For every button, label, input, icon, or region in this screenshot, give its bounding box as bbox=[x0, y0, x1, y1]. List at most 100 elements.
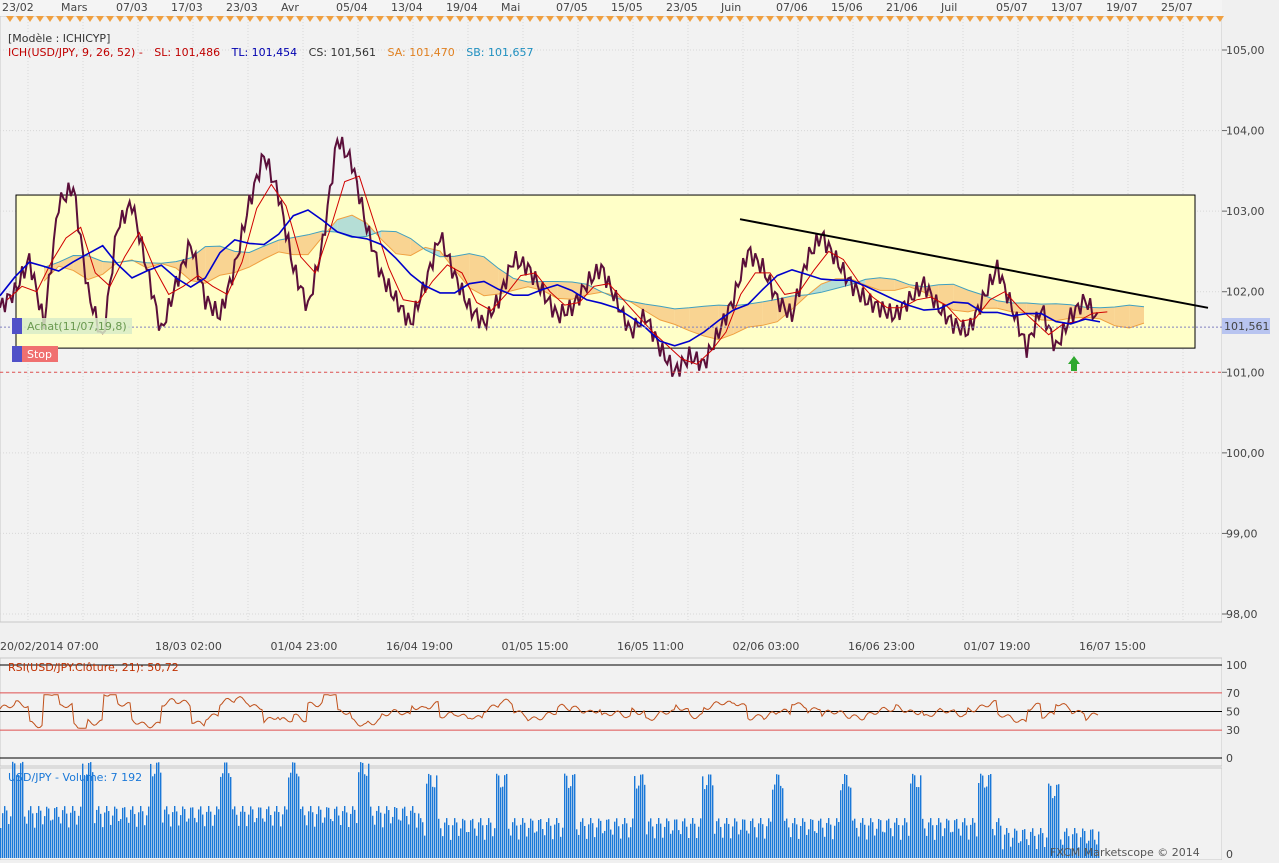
bottom-date-label: 16/07 15:00 bbox=[1079, 640, 1146, 653]
volume-bar bbox=[932, 825, 934, 858]
date-marker-icon bbox=[586, 16, 594, 22]
legend-tl: TL: 101,454 bbox=[231, 46, 298, 59]
date-marker-icon bbox=[546, 16, 554, 22]
volume-bar bbox=[114, 806, 116, 858]
top-date-label: 19/04 bbox=[446, 1, 478, 14]
bottom-date-label: 01/07 19:00 bbox=[964, 640, 1031, 653]
volume-bar bbox=[774, 784, 776, 858]
y-tick-label: 102,00 bbox=[1226, 286, 1265, 299]
volume-bar bbox=[554, 824, 556, 858]
volume-bar bbox=[460, 828, 462, 858]
volume-bar bbox=[736, 821, 738, 858]
y-tick-label: 100,00 bbox=[1226, 447, 1265, 460]
volume-bar bbox=[710, 774, 712, 858]
volume-bar bbox=[562, 827, 564, 858]
date-marker-icon bbox=[916, 16, 924, 22]
stop-marker-icon[interactable] bbox=[12, 346, 22, 362]
volume-bar bbox=[858, 836, 860, 858]
date-marker-icon bbox=[906, 16, 914, 22]
volume-bar bbox=[870, 818, 872, 858]
volume-bar bbox=[244, 811, 246, 858]
volume-bar bbox=[444, 822, 446, 858]
volume-bar bbox=[1004, 834, 1006, 858]
date-marker-icon bbox=[936, 16, 944, 22]
volume-bar bbox=[684, 818, 686, 858]
volume-bar bbox=[486, 825, 488, 858]
volume-bar bbox=[524, 822, 526, 858]
volume-bar bbox=[546, 822, 548, 858]
volume-bar bbox=[978, 783, 980, 858]
volume-bar bbox=[956, 818, 958, 858]
date-marker-icon bbox=[1116, 16, 1124, 22]
date-marker-icon bbox=[346, 16, 354, 22]
volume-bar bbox=[842, 784, 844, 858]
volume-bar bbox=[76, 824, 78, 858]
volume-bar bbox=[878, 818, 880, 858]
volume-bar bbox=[178, 825, 180, 858]
volume-bar bbox=[888, 818, 890, 858]
volume-bar bbox=[266, 809, 268, 858]
date-marker-icon bbox=[806, 16, 814, 22]
volume-bar bbox=[608, 819, 610, 858]
volume-bar bbox=[470, 820, 472, 858]
volume-bar bbox=[1042, 833, 1044, 858]
date-marker-icon bbox=[316, 16, 324, 22]
volume-bar bbox=[1092, 829, 1094, 858]
volume-bar bbox=[334, 808, 336, 858]
volume-bar bbox=[72, 806, 74, 858]
volume-bar bbox=[716, 821, 718, 858]
buy-marker-icon[interactable] bbox=[12, 318, 22, 334]
volume-bar bbox=[1052, 798, 1054, 858]
volume-bar bbox=[954, 820, 956, 858]
volume-bar bbox=[238, 825, 240, 858]
volume-bar bbox=[1016, 830, 1018, 858]
volume-bar bbox=[32, 813, 34, 858]
volume-bar bbox=[194, 817, 196, 858]
cloud-segment bbox=[660, 306, 675, 325]
volume-bar bbox=[200, 806, 202, 858]
volume-bar bbox=[824, 836, 826, 858]
date-marker-icon bbox=[626, 16, 634, 22]
volume-bar bbox=[798, 838, 800, 858]
volume-bar bbox=[10, 816, 12, 858]
volume-bar bbox=[358, 772, 360, 858]
volume-bar bbox=[522, 818, 524, 858]
y-tick-label: 99,00 bbox=[1226, 527, 1258, 540]
date-marker-icon bbox=[616, 16, 624, 22]
volume-bar bbox=[766, 826, 768, 858]
volume-bar bbox=[308, 811, 310, 858]
legend-sa: SA: 101,470 bbox=[388, 46, 455, 59]
volume-bar bbox=[260, 807, 262, 858]
rsi-axis-label: 70 bbox=[1226, 687, 1240, 700]
date-marker-icon bbox=[366, 16, 374, 22]
date-marker-icon bbox=[496, 16, 504, 22]
volume-bar bbox=[540, 819, 542, 858]
volume-bar bbox=[24, 816, 26, 858]
volume-bar bbox=[506, 773, 508, 858]
volume-bar bbox=[264, 821, 266, 858]
volume-bar bbox=[312, 812, 314, 858]
date-marker-icon bbox=[206, 16, 214, 22]
volume-bar bbox=[162, 822, 164, 858]
date-marker-icon bbox=[156, 16, 164, 22]
volume-bar bbox=[790, 837, 792, 858]
volume-bar bbox=[418, 813, 420, 858]
volume-bar bbox=[462, 818, 464, 858]
volume-bar bbox=[78, 815, 80, 858]
date-marker-icon bbox=[276, 16, 284, 22]
volume-bar bbox=[980, 773, 982, 858]
volume-bar bbox=[1044, 847, 1046, 858]
date-marker-icon bbox=[756, 16, 764, 22]
volume-bar bbox=[698, 826, 700, 858]
volume-bar bbox=[806, 834, 808, 858]
volume-bar bbox=[892, 836, 894, 858]
top-date-label: 07/05 bbox=[556, 1, 588, 14]
volume-bar bbox=[668, 821, 670, 858]
volume-bar bbox=[1018, 842, 1020, 858]
volume-bar bbox=[700, 818, 702, 858]
volume-bar bbox=[1032, 828, 1034, 858]
date-marker-icon bbox=[26, 16, 34, 22]
date-marker-icon bbox=[56, 16, 64, 22]
volume-bar bbox=[1006, 828, 1008, 858]
